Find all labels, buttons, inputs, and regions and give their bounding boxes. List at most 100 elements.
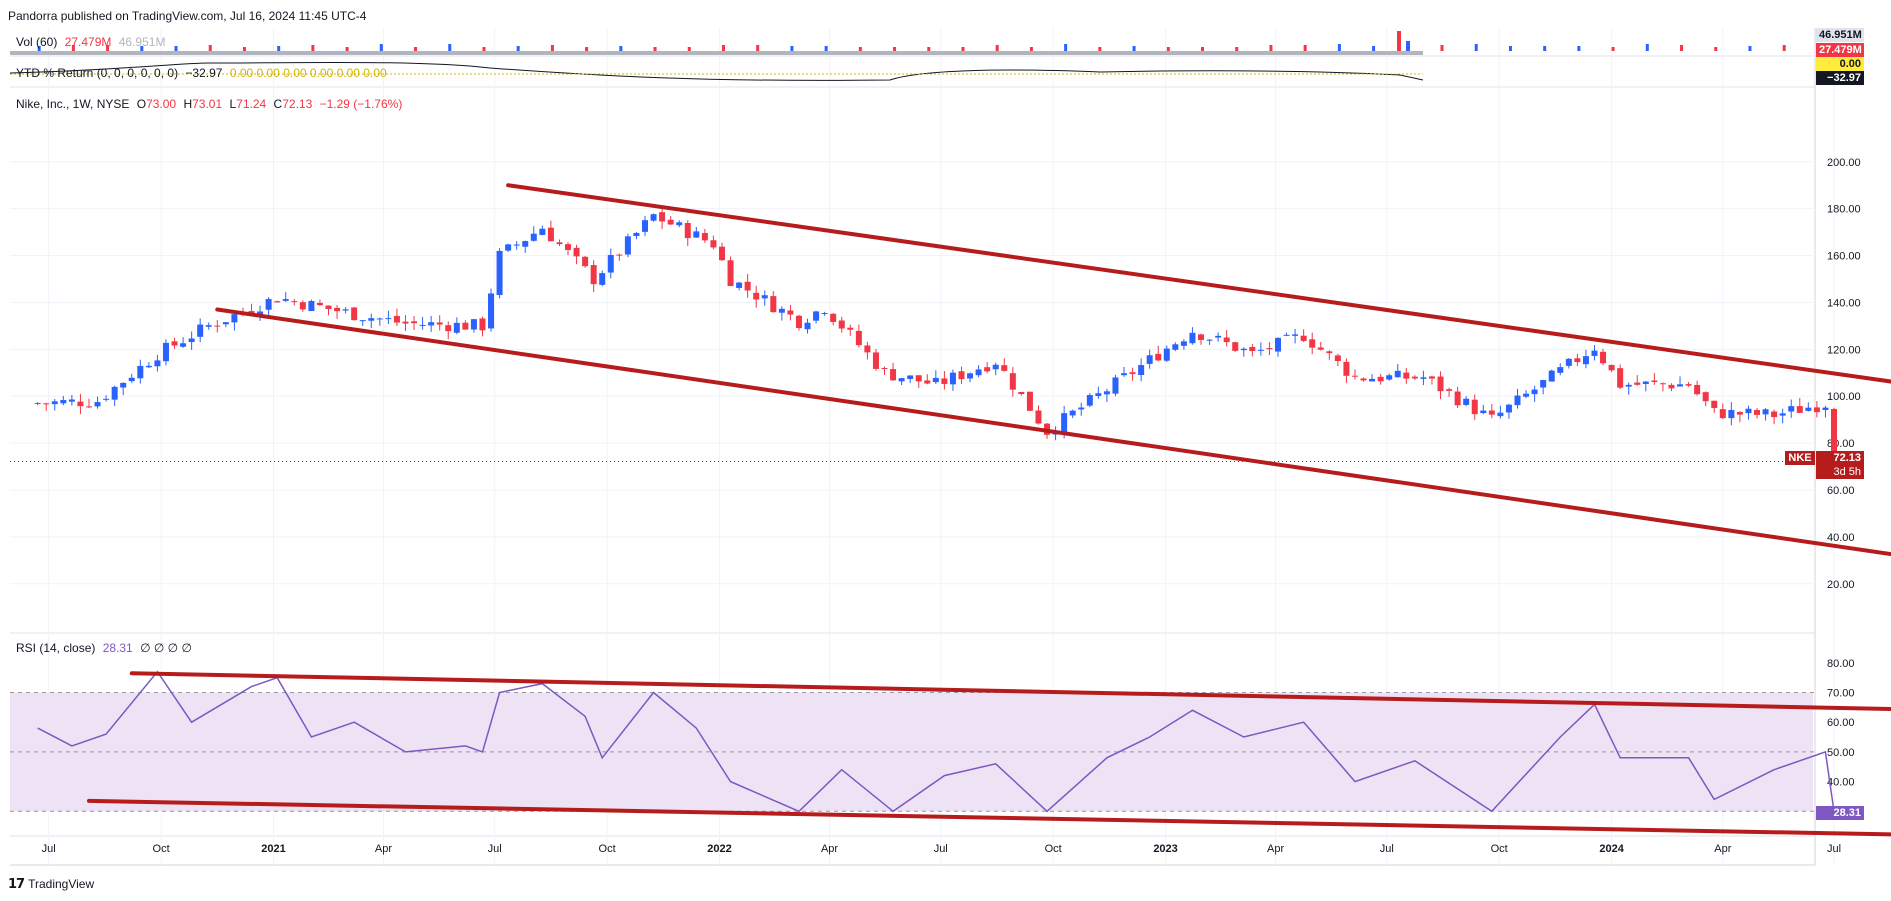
candle [299, 300, 306, 312]
volume-bar [1372, 46, 1376, 51]
volume-average: 46.951M [118, 35, 166, 49]
tradingview-logo-icon: 𝟭𝟳 [8, 876, 25, 891]
volume-bar [961, 47, 965, 51]
candle-body [1206, 339, 1213, 341]
candle-body [1103, 391, 1110, 395]
time-tick-label: Jul [42, 843, 56, 855]
candle-body [1061, 413, 1068, 433]
ytd-zero-tag: 0.00 [1816, 57, 1864, 71]
symbol-legend[interactable]: Nike, Inc., 1W, NYSE O73.00 H73.01 L71.2… [16, 97, 402, 111]
candle [1651, 372, 1658, 385]
candle-body [539, 228, 546, 235]
candle [718, 242, 725, 261]
candle-body [85, 406, 92, 408]
candle [1343, 358, 1350, 384]
rsi-legend[interactable]: RSI (14, close) 28.31 ∅ ∅ ∅ ∅ [16, 641, 192, 655]
candle [967, 372, 974, 383]
volume-bar [37, 46, 41, 51]
candle [1198, 333, 1205, 345]
candle-body [68, 399, 75, 402]
candle-body [590, 265, 597, 285]
candle-body [932, 377, 939, 383]
candle-body [376, 318, 383, 320]
candle-body [872, 352, 879, 369]
candle [60, 395, 67, 406]
volume-bar [1235, 47, 1239, 51]
candle [753, 285, 760, 308]
candle [393, 308, 400, 326]
candle-body [60, 400, 67, 404]
candle-body [975, 369, 982, 376]
open-label: O [136, 97, 147, 111]
candle [1531, 385, 1538, 402]
candle [1822, 405, 1829, 418]
candle [676, 220, 683, 228]
candle-body [368, 318, 375, 321]
candle-body [1446, 389, 1453, 391]
volume-value: 27.479M [64, 35, 112, 49]
candle [1232, 341, 1239, 352]
candle-body [1274, 337, 1281, 352]
candle-body [1403, 372, 1410, 379]
candle [1600, 348, 1607, 366]
candle [325, 305, 332, 316]
candle [1480, 404, 1487, 415]
candle-body [1514, 395, 1521, 406]
candle [1736, 411, 1743, 423]
candle-body [103, 398, 110, 400]
volume-bar [448, 44, 452, 51]
candle-body [248, 311, 255, 314]
candle-body [624, 236, 631, 255]
candle [419, 316, 426, 330]
candle-body [308, 300, 315, 312]
candle-body [1095, 393, 1102, 397]
candle [907, 375, 914, 384]
candle [308, 299, 315, 312]
volume-legend[interactable]: Vol (60) 27.479M 46.951M [16, 35, 165, 49]
candle [778, 306, 785, 321]
candle-body [907, 375, 914, 379]
candle [1018, 391, 1025, 396]
rsi-value-tag: 28.31 [1816, 806, 1864, 820]
candle [402, 315, 409, 332]
candle-body [547, 227, 554, 242]
candle-body [718, 246, 725, 261]
candle-body [470, 319, 477, 330]
candle-body [650, 214, 657, 221]
candle-body [496, 250, 503, 295]
candle-body [462, 322, 469, 330]
candle [94, 396, 101, 409]
candle-body [1531, 389, 1538, 395]
candle-body [599, 273, 606, 285]
publish-header: Pandorra published on TradingView.com, J… [8, 9, 366, 23]
volume-bar [1577, 46, 1581, 51]
time-tick-label: Oct [1491, 843, 1508, 855]
candle [813, 310, 820, 324]
candle-body [265, 299, 272, 310]
candle [197, 318, 204, 343]
ytd-legend[interactable]: YTD % Return (0, 0, 0, 0, 0, 0) −32.97 0… [16, 66, 387, 80]
candle-body [94, 402, 101, 407]
candle [599, 270, 606, 287]
candle [1617, 364, 1624, 390]
volume-bar [824, 46, 828, 51]
volume-bar [721, 45, 725, 51]
candle-body [864, 345, 871, 353]
candle-body [1557, 367, 1564, 373]
candle-body [197, 324, 204, 337]
candle-body [1659, 383, 1666, 385]
candle-body [411, 321, 418, 324]
candle-body [830, 313, 837, 322]
candle-body [359, 320, 366, 322]
candle-body [1121, 373, 1128, 376]
candle [1009, 367, 1016, 397]
footer[interactable]: 𝟭𝟳 TradingView [8, 876, 94, 892]
candle-body [1069, 410, 1076, 416]
candle-body [1677, 384, 1684, 387]
candle [1309, 332, 1316, 355]
candle-body [684, 222, 691, 239]
rsi-tick-label: 80.00 [1827, 658, 1855, 670]
rsi-lower-trendline [86, 798, 1891, 837]
candle-body [1668, 384, 1675, 389]
